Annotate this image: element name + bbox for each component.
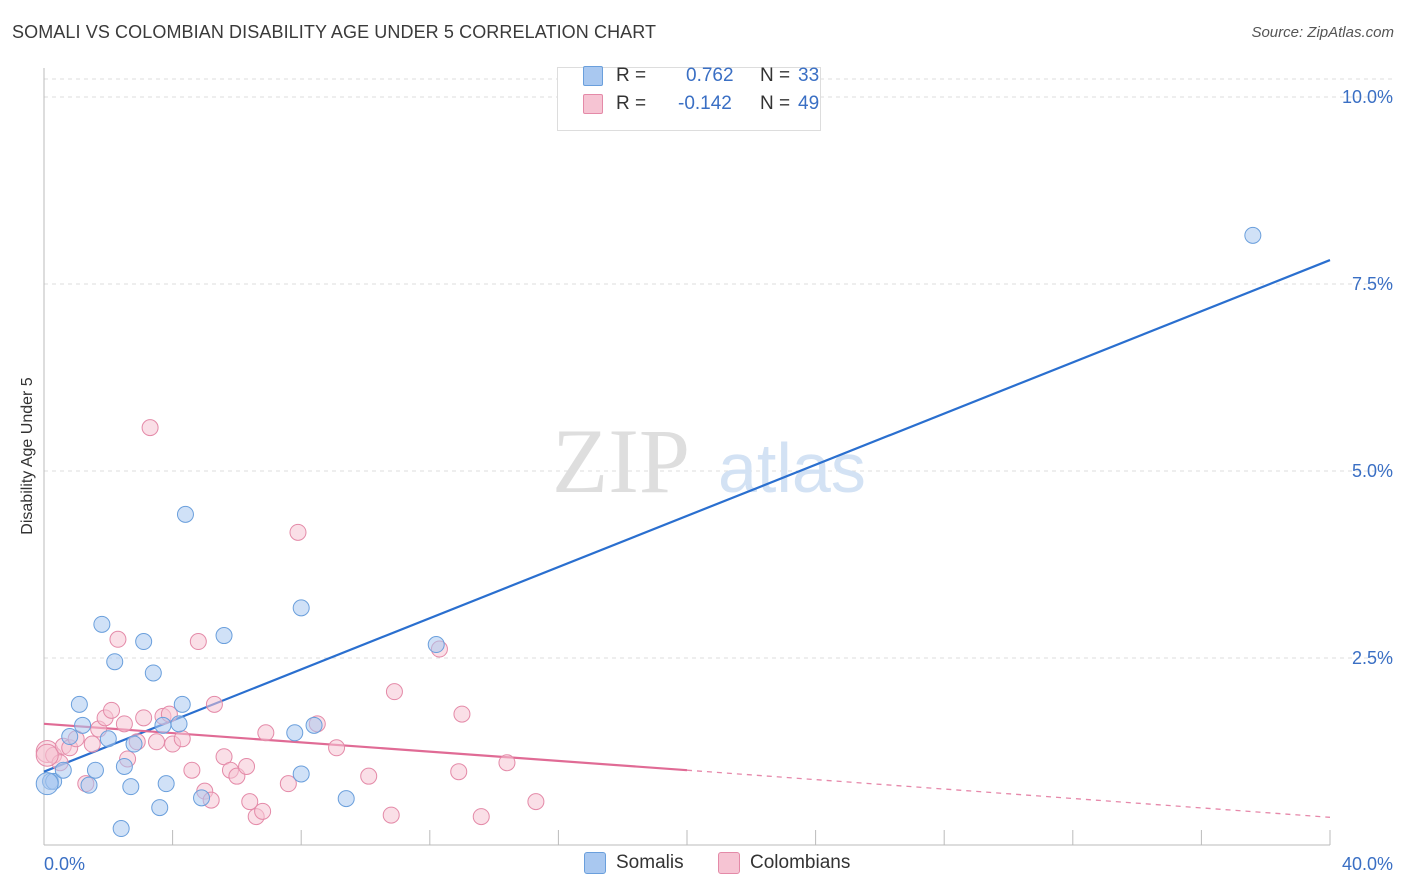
point-colombians: [328, 739, 346, 757]
point-somalis: [99, 730, 117, 748]
point-colombians: [173, 730, 191, 748]
point-somalis: [337, 790, 355, 808]
y-tick-label: 5.0%: [1352, 461, 1393, 481]
point-somalis: [1244, 226, 1262, 244]
legend-n-value: 49: [798, 93, 820, 114]
point-somalis: [93, 615, 111, 633]
legend-r-label: R =: [616, 65, 647, 86]
legend-n-label: N =: [760, 65, 791, 86]
legend-label-somalis: Somalis: [616, 852, 684, 873]
point-colombians: [135, 709, 153, 727]
y-tick-label: 2.5%: [1352, 648, 1393, 668]
point-somalis: [292, 599, 310, 617]
point-colombians: [527, 793, 545, 811]
data-points: [35, 226, 1262, 838]
legend-swatch-somalis: [583, 66, 603, 86]
point-somalis: [61, 728, 79, 746]
trend-line-somalis: [43, 259, 1331, 773]
x-tick-label: 0.0%: [44, 854, 85, 874]
trend-line-colombians: [43, 722, 688, 772]
point-colombians: [183, 761, 201, 779]
point-somalis: [157, 775, 175, 793]
y-tick-label: 10.0%: [1342, 87, 1393, 107]
point-somalis: [176, 505, 194, 523]
point-colombians: [83, 735, 101, 753]
point-somalis: [144, 664, 162, 682]
correlation-legend: R = 0.762 N = 33 R = -0.142 N = 49: [557, 65, 821, 131]
point-somalis: [193, 789, 211, 807]
y-axis-label: Disability Age Under 5: [19, 377, 36, 535]
point-colombians: [109, 630, 127, 648]
x-tick-label: 40.0%: [1342, 854, 1393, 874]
legend-n-value: 33: [798, 65, 820, 86]
series-legend: Somalis Colombians: [0, 852, 1406, 878]
legend-swatch-colombians: [718, 852, 740, 874]
point-colombians: [141, 419, 159, 437]
legend-swatch-colombians: [583, 94, 603, 114]
point-colombians: [254, 802, 272, 820]
point-somalis: [125, 735, 143, 753]
point-somalis: [54, 761, 72, 779]
point-colombians: [238, 757, 256, 775]
point-colombians: [453, 705, 471, 723]
chart-title: SOMALI VS COLOMBIAN DISABILITY AGE UNDER…: [12, 22, 657, 42]
point-colombians: [257, 724, 275, 742]
point-somalis: [74, 716, 92, 734]
point-somalis: [80, 776, 98, 794]
point-colombians: [360, 767, 378, 785]
watermark: ZIP atlas: [552, 410, 866, 512]
point-colombians: [35, 743, 59, 767]
point-somalis: [154, 716, 172, 734]
y-tick-label: 7.5%: [1352, 274, 1393, 294]
point-somalis: [292, 765, 310, 783]
point-colombians: [148, 733, 166, 751]
point-colombians: [103, 701, 121, 719]
point-somalis: [115, 757, 133, 775]
legend-item-colombians: Colombians: [718, 852, 850, 874]
axes: [43, 68, 1331, 846]
point-somalis: [106, 653, 124, 671]
point-somalis: [173, 695, 191, 713]
point-colombians: [472, 808, 490, 826]
point-colombians: [279, 775, 297, 793]
point-colombians: [189, 633, 207, 651]
point-somalis: [135, 633, 153, 651]
grid-lines: [44, 78, 1392, 659]
point-somalis: [427, 636, 445, 654]
point-colombians: [289, 523, 307, 541]
legend-n-label: N =: [760, 93, 791, 114]
point-somalis: [170, 715, 188, 733]
legend-swatch-somalis: [584, 852, 606, 874]
point-colombians: [385, 683, 403, 701]
point-colombians: [115, 715, 133, 733]
point-somalis: [151, 799, 169, 817]
legend-r-label: R =: [616, 93, 647, 114]
point-somalis: [305, 716, 323, 734]
watermark-zip: ZIP: [552, 410, 690, 512]
point-colombians: [498, 754, 516, 772]
point-somalis: [86, 761, 104, 779]
point-colombians: [241, 793, 259, 811]
trend-lines: [43, 259, 1331, 818]
legend-label-colombians: Colombians: [750, 852, 851, 873]
point-somalis: [122, 778, 140, 796]
point-colombians: [450, 763, 468, 781]
trend-line-extension: [686, 769, 1331, 818]
point-somalis: [35, 772, 59, 796]
tick-labels: 2.5% 5.0% 7.5% 10.0% 0.0% 40.0%: [44, 87, 1393, 874]
point-colombians: [205, 695, 223, 713]
legend-item-somalis: Somalis: [584, 852, 684, 874]
legend-r-value: 0.762: [686, 65, 734, 86]
legend-r-value: -0.142: [678, 93, 732, 114]
source-label: Source: ZipAtlas.com: [1251, 24, 1394, 41]
point-somalis: [70, 695, 88, 713]
point-somalis: [215, 627, 233, 645]
point-somalis: [112, 820, 130, 838]
point-somalis: [286, 724, 304, 742]
point-colombians: [382, 806, 400, 824]
